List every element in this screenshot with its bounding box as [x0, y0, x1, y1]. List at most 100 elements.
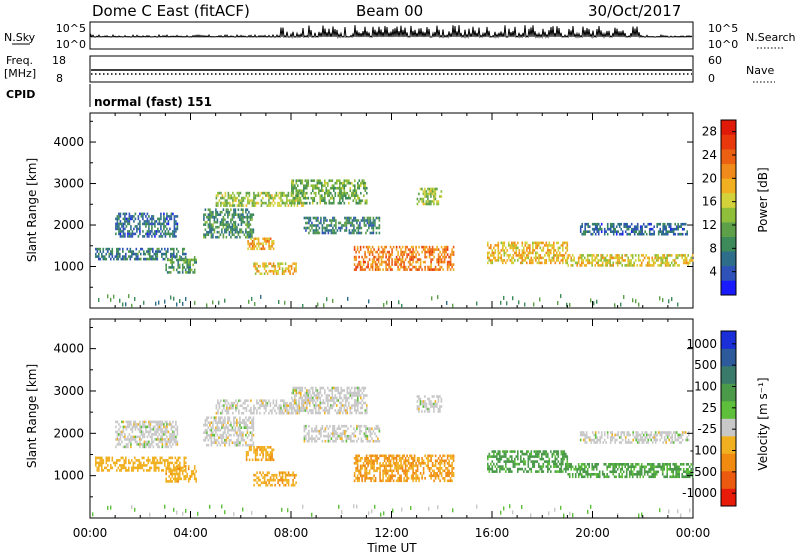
- echo-cell: [161, 255, 163, 258]
- echo-cell: [353, 232, 355, 235]
- echo-cell: [331, 229, 333, 232]
- echo-cell: [245, 228, 247, 231]
- echo-cell: [328, 432, 330, 435]
- echo-cell: [129, 433, 131, 436]
- echo-cell: [246, 451, 248, 454]
- echo-cell: [417, 203, 419, 206]
- echo-cell: [313, 232, 315, 235]
- echo-cell: [151, 230, 153, 233]
- echo-cell: [417, 460, 419, 463]
- echo-cell: [215, 211, 217, 214]
- echo-cell: [138, 223, 140, 226]
- echo-cell: [659, 230, 661, 233]
- echo-cell: [165, 438, 167, 441]
- echo-cell: [441, 467, 443, 470]
- echo-cell: [375, 256, 377, 259]
- echo-cell: [241, 204, 243, 207]
- echo-cell: [173, 248, 175, 251]
- echo-cell: [362, 219, 364, 222]
- echo-cell: [353, 192, 355, 195]
- date-title: 30/Oct/2017: [588, 2, 681, 20]
- echo-cell: [360, 263, 362, 266]
- echo-cell: [529, 249, 531, 252]
- echo-cell: [299, 387, 301, 390]
- echo-cell: [273, 248, 275, 251]
- echo-cell: [97, 467, 99, 470]
- echo-cell: [282, 476, 284, 479]
- echo-cell: [653, 225, 655, 228]
- echo-cell: [224, 223, 226, 226]
- echo-cell: [617, 254, 619, 257]
- echo-cell: [612, 262, 614, 265]
- echo-cell: [242, 221, 244, 224]
- echo-cell: [273, 479, 275, 482]
- echo-cell: [125, 253, 127, 256]
- echo-cell: [227, 216, 229, 219]
- echo-cell: [100, 248, 102, 251]
- echo-cell: [232, 197, 234, 200]
- echo-cell: [157, 248, 159, 251]
- echo-cell: [448, 263, 450, 266]
- echo-cell: [133, 250, 135, 253]
- echo-cell: [318, 404, 320, 407]
- echo-cell: [373, 460, 375, 463]
- echo-cell: [350, 437, 352, 440]
- echo-cell: [353, 392, 355, 395]
- echo-cell: [115, 233, 117, 236]
- echo-cell: [453, 263, 455, 266]
- echo-cell: [120, 215, 122, 218]
- echo-cell: [268, 412, 270, 415]
- echo-cell: [223, 407, 225, 410]
- echo-cell: [418, 462, 420, 465]
- echo-cell: [173, 253, 175, 256]
- echo-cell: [303, 202, 305, 205]
- echo-cell: [268, 199, 270, 202]
- echo-cell: [445, 475, 447, 478]
- nsky-trace: [91, 25, 692, 37]
- echo-cell: [593, 230, 595, 233]
- echo-cell: [245, 424, 247, 427]
- echo-cell: [531, 252, 533, 255]
- echo-cell: [157, 258, 159, 261]
- echo-cell: [203, 213, 205, 216]
- echo-cell: [214, 228, 216, 231]
- echo-cell: [396, 465, 398, 468]
- echo-cell: [273, 399, 275, 402]
- echo-cell: [363, 261, 365, 264]
- echo-cell: [103, 248, 105, 251]
- echo-cell: [344, 182, 346, 185]
- echo-cell: [350, 217, 352, 220]
- echo-cell: [154, 459, 156, 462]
- echo-cell: [258, 402, 260, 405]
- echo-cell: [451, 251, 453, 254]
- echo-cell: [635, 254, 637, 257]
- echo-cell: [251, 434, 253, 437]
- echo-cell: [323, 232, 325, 235]
- echo-cell: [387, 477, 389, 480]
- echo-cell: [614, 257, 616, 260]
- echo-cell: [367, 437, 369, 440]
- echo-cell: [265, 270, 267, 273]
- echo-cell: [270, 197, 272, 200]
- echo-cell: [113, 258, 115, 261]
- echo-cell: [587, 254, 589, 257]
- echo-cell: [342, 389, 344, 392]
- echo-cell: [679, 233, 681, 236]
- echo-cell: [621, 264, 623, 267]
- echo-cell: [502, 247, 504, 250]
- echo-cell: [154, 235, 156, 238]
- echo-cell: [104, 255, 106, 258]
- echo-cell: [386, 301, 387, 305]
- echo-cell: [262, 265, 264, 268]
- echo-cell: [121, 467, 123, 470]
- echo-cell: [157, 426, 159, 429]
- echo-cell: [580, 225, 582, 228]
- echo-cell: [232, 429, 234, 432]
- echo-cell: [164, 462, 166, 465]
- echo-cell: [239, 416, 241, 419]
- echo-cell: [324, 197, 326, 200]
- echo-cell: [424, 455, 426, 458]
- echo-cell: [558, 247, 560, 250]
- echo-cell: [232, 202, 234, 205]
- echo-cell: [665, 230, 667, 233]
